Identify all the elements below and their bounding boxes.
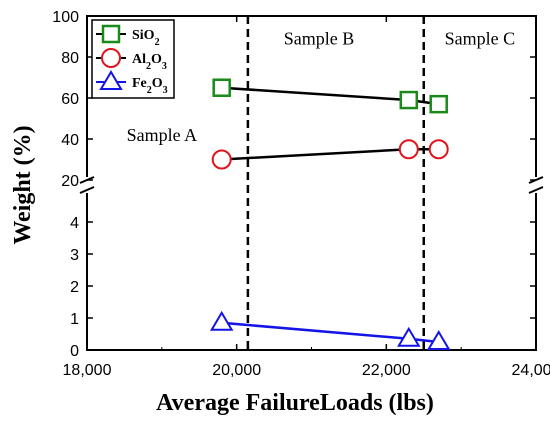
data-point [211,149,232,170]
y-tick-label-lower: 1 [70,311,79,328]
y-tick-label-upper: 40 [61,132,79,149]
y-tick-label-upper: 20 [61,173,79,190]
legend-label: Al2O3 [132,52,167,72]
data-point [398,139,419,160]
data-point [397,326,421,347]
y-tick-label-lower: 3 [70,247,79,264]
x-tick-label: 24,000 [512,362,550,379]
legend-marker [101,24,121,44]
legend-label: SiO2 [132,28,160,48]
data-point [429,94,448,114]
legend-marker [101,48,121,68]
legend-marker [99,70,123,90]
axis-break-mark [79,186,95,194]
y-tick-label-upper: 80 [61,50,79,67]
region-label: Sample A [127,125,198,145]
legend-label: Fe2O3 [132,76,168,96]
y-tick-label-upper: 60 [61,91,79,108]
y-tick-label-upper: 100 [52,9,79,26]
x-tick-label: 18,000 [63,362,112,379]
y-tick-label-lower: 2 [70,279,79,296]
data-point [399,90,419,110]
y-axis-label: Weight (%) [10,125,36,244]
region-label: Sample C [445,29,516,49]
axis-break-mark [528,186,544,194]
data-point [209,310,234,331]
data-point [426,330,451,350]
x-tick-label: 22,000 [362,362,411,379]
x-tick-label: 20,000 [212,362,261,379]
data-point [212,78,231,97]
region-label: Sample B [284,29,355,49]
plot-area: 18,000 20,000 22,000 24,000 20 40 60 80 100 0 1 2 3 4… [52,9,550,379]
y-tick-label-lower: 4 [70,215,79,232]
data-point [428,139,449,160]
y-tick-label-lower: 0 [70,343,79,360]
x-axis-label: Average FailureLoads (lbs) [156,390,434,416]
